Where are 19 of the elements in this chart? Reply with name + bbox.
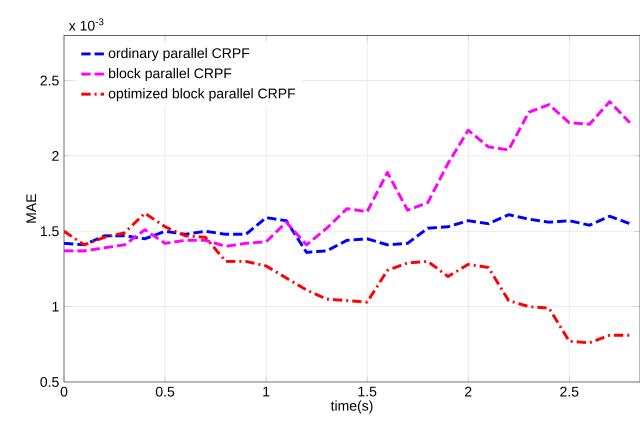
- line-series: [64, 213, 632, 254]
- x-tick-label: 1: [263, 386, 270, 396]
- x-tick-label: 2.5: [560, 386, 578, 397]
- x-axis-title: time(s): [330, 400, 373, 414]
- line-series: [64, 100, 632, 252]
- y-axis-title: MAE: [26, 194, 36, 223]
- legend-label: ordinary parallel CRPF: [108, 48, 250, 61]
- y-tick-label: 2: [52, 151, 59, 161]
- legend-label: block parallel CRPF: [109, 68, 232, 82]
- x-tick-label: 2: [465, 386, 472, 396]
- text: x 10$^{-3}$: [68, 18, 104, 31]
- legend-label: optimized block parallel CRPF: [108, 88, 296, 102]
- y-tick-label: 1.5: [40, 226, 59, 236]
- y-tick-label: 1: [52, 302, 59, 312]
- y-tick-label: 2.5: [40, 76, 59, 86]
- x-tick-label: 0.5: [156, 386, 174, 397]
- y-tick-label: 0.5: [40, 377, 59, 387]
- x-tick-label: 1.5: [358, 386, 376, 396]
- x-tick-label: 0: [60, 386, 68, 397]
